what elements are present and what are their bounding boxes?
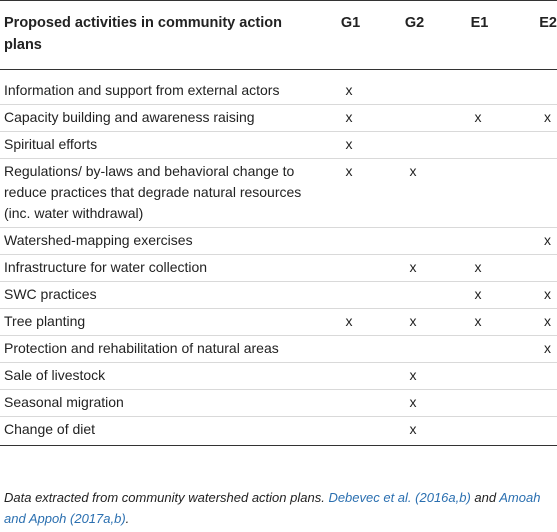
caption-lead: Data extracted from community watershed … xyxy=(4,490,329,505)
mark-cell-g1: x xyxy=(318,131,380,159)
mark-cell-g2: x xyxy=(380,389,446,417)
table-body: Information and support from external ac… xyxy=(0,69,557,446)
mark-cell-g1: x xyxy=(318,158,380,228)
table-row: Spiritual efforts x xyxy=(0,131,557,159)
mark-cell-g1: x xyxy=(318,308,380,336)
mark-cell-e1: x xyxy=(446,308,510,336)
table-row: Seasonal migration x xyxy=(0,389,557,417)
mark-cell-g2: x xyxy=(380,158,446,228)
mark-cell-e1 xyxy=(446,131,510,159)
mark-cell-g2 xyxy=(380,104,446,132)
table-row: SWC practices x x xyxy=(0,281,557,309)
table-row: Regulations/ by-laws and behavioral chan… xyxy=(0,158,557,228)
mark-cell-g1 xyxy=(318,254,380,282)
activity-cell: Regulations/ by-laws and behavioral chan… xyxy=(0,158,318,228)
mark-cell-e1 xyxy=(446,158,510,228)
table-row: Watershed-mapping exercises x xyxy=(0,227,557,255)
mark-cell-e1 xyxy=(446,416,510,446)
caption-citation-link[interactable]: Amoah and Appoh (2017a,b) xyxy=(4,490,541,526)
activities-table: Proposed activities in community action … xyxy=(0,0,557,446)
table-row: Information and support from external ac… xyxy=(0,69,557,105)
activity-cell: Information and support from external ac… xyxy=(0,69,318,105)
table-caption: Data extracted from community watershed … xyxy=(4,487,554,529)
activity-cell: Watershed-mapping exercises xyxy=(0,227,318,255)
mark-cell-e1 xyxy=(446,362,510,390)
mark-cell-e1: x xyxy=(446,104,510,132)
mark-cell-g2: x xyxy=(380,362,446,390)
mark-cell-g1: x xyxy=(318,69,380,105)
table-row: Tree planting x x x x xyxy=(0,308,557,336)
activity-cell: SWC practices xyxy=(0,281,318,309)
mark-cell-g2: x xyxy=(380,416,446,446)
mark-cell-e1 xyxy=(446,335,510,363)
mark-cell-e2 xyxy=(510,416,557,446)
mark-cell-g2 xyxy=(380,131,446,159)
mark-cell-g1 xyxy=(318,416,380,446)
mark-cell-g2 xyxy=(380,69,446,105)
mark-cell-g1 xyxy=(318,335,380,363)
mark-cell-e2 xyxy=(510,389,557,417)
mark-cell-g1 xyxy=(318,227,380,255)
mark-cell-e2 xyxy=(510,158,557,228)
header-g2: G2 xyxy=(380,0,446,70)
mark-cell-e2: x xyxy=(510,227,557,255)
mark-cell-e2: x xyxy=(510,281,557,309)
mark-cell-g1 xyxy=(318,389,380,417)
mark-cell-e1 xyxy=(446,227,510,255)
table-row: Sale of livestock x xyxy=(0,362,557,390)
mark-cell-e2: x xyxy=(510,308,557,336)
activity-cell: Infrastructure for water collection xyxy=(0,254,318,282)
activity-cell: Seasonal migration xyxy=(0,389,318,417)
activity-cell: Tree planting xyxy=(0,308,318,336)
mark-cell-g1: x xyxy=(318,104,380,132)
activity-cell: Capacity building and awareness raising xyxy=(0,104,318,132)
mark-cell-e1 xyxy=(446,389,510,417)
mark-cell-e1: x xyxy=(446,281,510,309)
mark-cell-e2: x xyxy=(510,104,557,132)
activity-cell: Spiritual efforts xyxy=(0,131,318,159)
table-row: Capacity building and awareness raising x… xyxy=(0,104,557,132)
activity-cell: Change of diet xyxy=(0,416,318,446)
mark-cell-e2 xyxy=(510,362,557,390)
header-e1: E1 xyxy=(446,0,510,70)
mark-cell-g2 xyxy=(380,227,446,255)
header-row: Proposed activities in community action … xyxy=(0,0,557,70)
mark-cell-e2 xyxy=(510,254,557,282)
table-row: Change of diet x xyxy=(0,416,557,446)
mark-cell-e2 xyxy=(510,131,557,159)
mark-cell-g2 xyxy=(380,335,446,363)
mark-cell-g1 xyxy=(318,362,380,390)
activity-cell: Sale of livestock xyxy=(0,362,318,390)
mark-cell-g2: x xyxy=(380,254,446,282)
caption-end: . xyxy=(125,511,130,526)
table-row: Infrastructure for water collection x x xyxy=(0,254,557,282)
activity-cell: Protection and rehabilitation of natural… xyxy=(0,335,318,363)
header-e2: E2 xyxy=(510,0,557,70)
mark-cell-e2 xyxy=(510,69,557,105)
caption-citation-link[interactable]: Debevec et al. (2016a,b) xyxy=(328,490,471,505)
mark-cell-e1: x xyxy=(446,254,510,282)
mark-cell-g2: x xyxy=(380,308,446,336)
mark-cell-e1 xyxy=(446,69,510,105)
mark-cell-g1 xyxy=(318,281,380,309)
mark-cell-g2 xyxy=(380,281,446,309)
caption-conjunction: and xyxy=(470,490,500,505)
mark-cell-e2: x xyxy=(510,335,557,363)
table-row: Protection and rehabilitation of natural… xyxy=(0,335,557,363)
header-activity: Proposed activities in community action … xyxy=(0,0,318,70)
header-g1: G1 xyxy=(318,0,380,70)
